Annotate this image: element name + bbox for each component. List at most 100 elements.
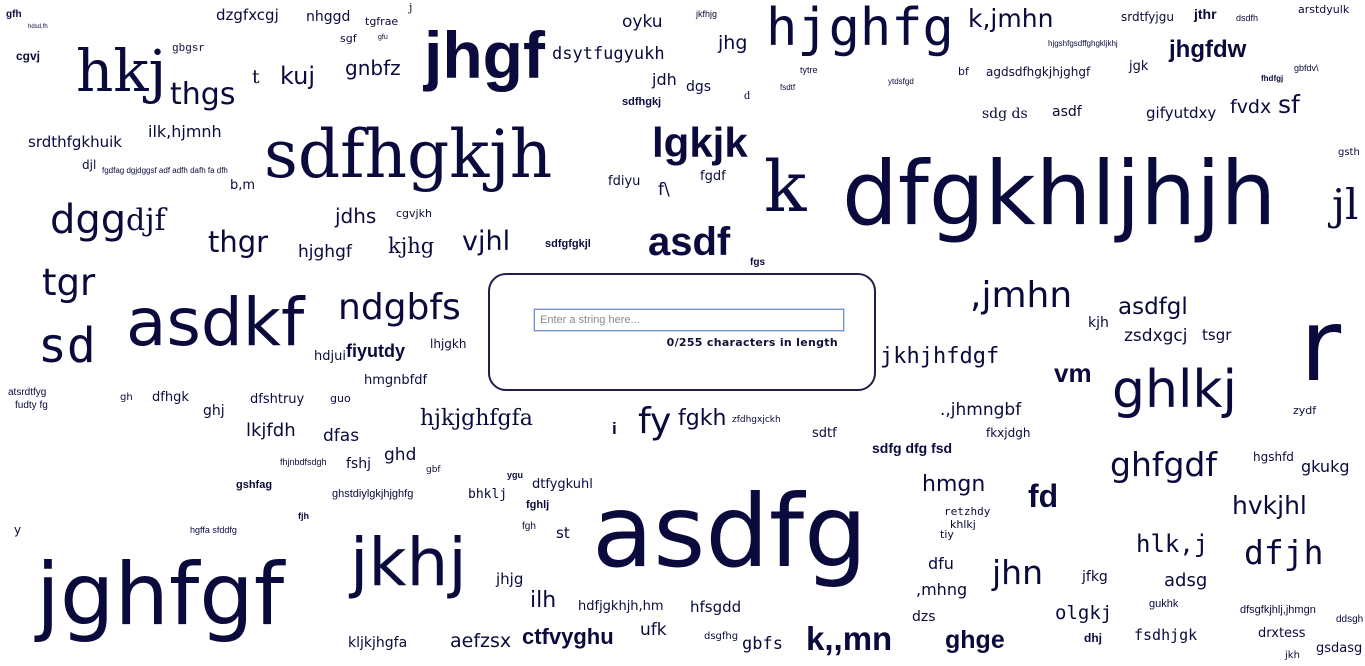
cloud-word: fgh [522,521,536,532]
cloud-word: jl [1332,180,1359,229]
cloud-word: fkxjdgh [986,426,1031,440]
cloud-word: t [252,66,260,88]
cloud-word: olgkj [1055,602,1113,624]
cloud-word: gshfag [236,479,273,491]
cloud-word: lkjfdh [246,420,296,441]
cloud-word: agdsdfhgkjhjghgf [986,65,1091,79]
cloud-word: jkhjhfdgf [880,344,1000,369]
cloud-word: drxtess [1258,626,1306,641]
cloud-word: lhjgkh [430,337,467,351]
cloud-word: dzgfxcgj [216,6,279,24]
cloud-word: i [612,419,617,438]
cloud-word: gbgsr [172,43,206,55]
cloud-word: atsrdtfyg [8,387,47,398]
cloud-word: dfjh [1244,533,1324,572]
cloud-word: dfsgfkjhlj,jhmgn [1240,604,1316,616]
cloud-word: vjhl [462,226,511,257]
cloud-word: ghge [945,626,1005,654]
cloud-word: jkh [1285,650,1300,661]
cloud-word: ghfgdf [1110,445,1217,484]
cloud-word: jfkg [1082,569,1108,585]
cloud-word: sdfgfgkjl [545,238,591,250]
cloud-word: d [744,88,750,102]
cloud-word: sf [1278,90,1300,119]
cloud-word: jkhj [350,524,467,601]
cloud-word: tgfrae [365,15,399,28]
cloud-word: jhgf [424,18,545,92]
cloud-word: ghd [384,445,417,465]
cloud-word: fdiyu [608,174,641,189]
cloud-word: gfh [6,9,22,20]
cloud-word: asdfgl [1118,294,1188,320]
cloud-word: jkfhjg [696,9,718,19]
cloud-word: dgs [686,79,712,95]
cloud-word: fudty fg [15,400,48,411]
cloud-word: dgg [50,197,127,243]
cloud-word: hdsd,fh [28,24,48,30]
cloud-word: fgs [750,257,765,268]
cloud-word: jthr [1194,6,1217,22]
cloud-word: fhdfgj [1261,74,1284,83]
cloud-word: k,jmhn [968,4,1054,33]
cloud-word: asdfg [592,473,868,590]
cloud-word: jdh [652,70,677,89]
cloud-word: ghlkj [1112,360,1237,420]
cloud-word: dzs [912,609,936,625]
cloud-word: ndgbfs [338,287,461,328]
cloud-word: vm [1054,358,1092,388]
cloud-word: srdthfgkhuik [28,133,122,151]
string-input[interactable] [533,308,845,332]
cloud-word: ctfvyghu [522,624,614,649]
cloud-word: cgvjkh [396,207,432,220]
cloud-word: tiy [940,528,954,541]
cloud-word: hjkjghfgfa [420,406,533,431]
cloud-word: sd [38,318,96,374]
cloud-word: hjgshfgsdffghgkljkhj [1048,39,1118,48]
cloud-word: ghj [203,403,225,419]
character-count: 0/255 characters in length [666,336,838,349]
cloud-word: bf [958,65,969,78]
cloud-word: ,mhng [916,580,968,599]
cloud-word: asdf [648,220,731,264]
cloud-word: ,jmhn [970,275,1073,316]
cloud-word: gkukg [1301,457,1350,476]
cloud-word: hdjui [314,349,346,364]
cloud-word: cgvj [16,49,41,63]
cloud-word: dfgkhljhjh [842,142,1277,245]
cloud-word: oyku [622,12,663,32]
cloud-word: dfhgk [152,390,189,405]
cloud-word: jhn [992,553,1043,592]
cloud-word: asdkf [126,284,305,361]
cloud-word: gfu [378,34,388,41]
input-panel: 0/255 characters in length [488,273,876,391]
cloud-word: ufk [640,620,667,640]
cloud-word: r [1300,287,1342,404]
cloud-word: nhggd [306,9,351,25]
cloud-word: asdf [1052,104,1082,120]
cloud-word: guo [330,392,351,405]
cloud-word: jhg [718,32,748,54]
cloud-word: st [556,524,570,542]
cloud-word: gh [120,392,133,403]
cloud-word: djf [126,203,166,238]
cloud-word: zydf [1293,404,1317,417]
cloud-word: sdfg dfg fsd [872,440,953,456]
cloud-word: b,m [230,178,256,193]
cloud-word: ddsgh [1336,614,1364,625]
cloud-word: adsg [1164,570,1208,591]
cloud-word: gukhk [1149,598,1179,610]
cloud-word: .,jhmngbf [940,400,1022,420]
cloud-word: dtfygkuhl [532,477,593,492]
cloud-word: fgdf [700,169,726,184]
cloud-word: gbf [426,465,441,475]
cloud-word: ghstdiylgkjhjghfg [332,488,414,500]
cloud-word: ilh [530,588,557,613]
cloud-word: jhgfdw [1169,36,1247,63]
cloud-word: gbfdv\ [1294,63,1319,73]
cloud-word: jghfgf [36,545,285,645]
cloud-word: k,,mn [806,620,893,657]
cloud-word: gnbfz [345,56,401,80]
cloud-word: gifyutdxy [1146,104,1217,122]
cloud-word: khlkj [950,518,976,531]
